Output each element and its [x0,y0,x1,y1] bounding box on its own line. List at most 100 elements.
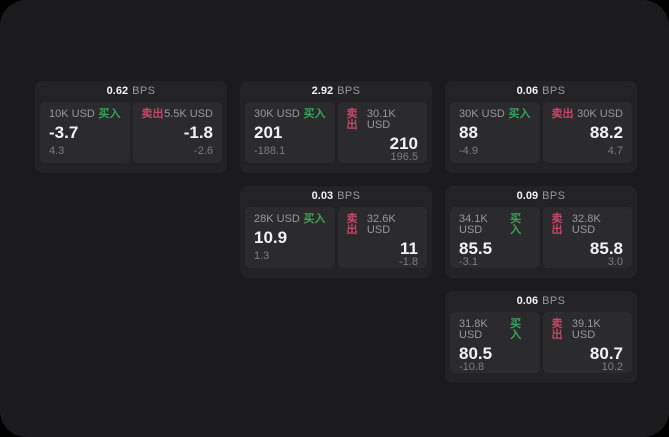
sell-delta: 196.5 [390,151,418,163]
buy-delta: 1.3 [254,250,270,262]
buy-delta: -10.8 [459,361,485,373]
sell-size: 30.1K USD [366,108,396,131]
sell-tile[interactable]: 卖出 39.1K USD 80.7 10.2 [542,312,632,373]
spread-value: 0.06 [516,295,539,307]
sell-size: 39.1K USD [571,318,601,341]
quote-card-body: 30K USD 买入 88 -4.9 卖出 30K USD 88.2 4.7 [445,102,637,168]
sell-size: 5.5K USD [164,108,213,120]
sell-delta: 10.2 [601,361,623,373]
sell-size: 32.6K USD [366,213,396,236]
sell-tile[interactable]: 卖出 32.6K USD 11 -1.8 [337,207,427,268]
buy-price: 201 [254,123,283,142]
buy-size: 10K USD [49,108,95,120]
sell-tile-top: 卖出 32.8K USD [552,214,624,236]
buy-size: 31.8K USD [459,318,488,341]
sell-price: 11 [400,239,418,258]
buy-price: 10.9 [254,228,288,247]
spread-value: 0.62 [106,85,129,97]
sell-delta: 3.0 [607,256,623,268]
sell-delta: -2.6 [194,145,213,157]
sell-tile-top: 卖出 30K USD [552,109,624,120]
quote-card: 0.03 BPS 28K USD 买入 10.9 1.3 卖出 32.6K US… [240,186,432,278]
buy-tile[interactable]: 31.8K USD 买入 80.5 -10.8 [450,312,540,373]
buy-size: 30K USD [254,108,300,120]
buy-price: 80.5 [459,344,493,363]
spread-header: 2.92 BPS [240,81,432,102]
buy-delta: -3.1 [459,256,478,268]
sell-price: 88.2 [589,123,623,142]
sell-price: 85.8 [589,239,623,258]
quote-card: 0.62 BPS 10K USD 买入 -3.7 4.3 卖出 5.5K USD… [35,81,227,173]
sell-side-label: 卖出 [551,108,574,120]
sell-tile-top: 卖出 32.6K USD [347,214,419,236]
spread-header: 0.06 BPS [445,81,637,102]
spread-unit-label: BPS [132,85,156,97]
buy-size: 34.1K USD [459,213,488,236]
sell-tile[interactable]: 卖出 32.8K USD 85.8 3.0 [542,207,632,268]
buy-price: 85.5 [459,239,493,258]
buy-tile[interactable]: 28K USD 买入 10.9 1.3 [245,207,335,268]
buy-side-label: 买入 [303,108,326,120]
buy-side-label: 买入 [303,213,326,225]
sell-tile-top: 卖出 39.1K USD [552,319,624,341]
buy-tile-top: 31.8K USD 买入 [459,319,531,341]
buy-delta: 4.3 [49,145,65,157]
buy-side-label: 买入 [510,213,522,236]
quote-card: 0.06 BPS 30K USD 买入 88 -4.9 卖出 30K USD 8… [445,81,637,173]
buy-tile[interactable]: 30K USD 买入 88 -4.9 [450,102,540,163]
sell-side-label: 卖出 [551,213,563,236]
buy-size: 28K USD [254,213,300,225]
sell-tile-top: 卖出 30.1K USD [347,109,419,131]
spread-value: 0.09 [516,190,539,202]
spread-unit-label: BPS [337,190,361,202]
spread-unit-label: BPS [542,85,566,97]
quote-card-body: 31.8K USD 买入 80.5 -10.8 卖出 39.1K USD 80.… [445,312,637,378]
buy-side-label: 买入 [508,108,531,120]
spread-header: 0.06 BPS [445,291,637,312]
buy-delta: -188.1 [254,145,286,157]
buy-price: -3.7 [49,123,79,142]
buy-size: 30K USD [459,108,505,120]
sell-tile[interactable]: 卖出 5.5K USD -1.8 -2.6 [132,102,222,163]
buy-delta: -4.9 [459,145,478,157]
sell-side-label: 卖出 [346,213,358,236]
sell-side-label: 卖出 [346,108,358,131]
sell-price: -1.8 [183,123,213,142]
spread-header: 0.09 BPS [445,186,637,207]
buy-tile-top: 10K USD 买入 [49,109,121,120]
spread-value: 0.06 [516,85,539,97]
buy-tile-top: 30K USD 买入 [254,109,326,120]
buy-price: 88 [459,123,478,142]
spread-header: 0.03 BPS [240,186,432,207]
buy-side-label: 买入 [98,108,121,120]
sell-size: 30K USD [577,108,623,120]
quote-card-body: 34.1K USD 买入 85.5 -3.1 卖出 32.8K USD 85.8… [445,207,637,273]
sell-price: 210 [389,134,418,153]
quote-card-body: 28K USD 买入 10.9 1.3 卖出 32.6K USD 11 -1.8 [240,207,432,273]
spread-value: 2.92 [311,85,334,97]
sell-size: 32.8K USD [571,213,601,236]
sell-delta: -1.8 [399,256,418,268]
quote-card: 0.06 BPS 31.8K USD 买入 80.5 -10.8 卖出 39.1… [445,291,637,383]
buy-tile-top: 34.1K USD 买入 [459,214,531,236]
quote-card-body: 30K USD 买入 201 -188.1 卖出 30.1K USD 210 1… [240,102,432,168]
buy-tile[interactable]: 30K USD 买入 201 -188.1 [245,102,335,163]
spread-unit-label: BPS [542,295,566,307]
sell-price: 80.7 [589,344,623,363]
buy-side-label: 买入 [510,318,522,341]
buy-tile[interactable]: 10K USD 买入 -3.7 4.3 [40,102,130,163]
sell-side-label: 卖出 [551,318,563,341]
buy-tile[interactable]: 34.1K USD 买入 85.5 -3.1 [450,207,540,268]
spread-unit-label: BPS [542,190,566,202]
buy-tile-top: 28K USD 买入 [254,214,326,225]
sell-side-label: 卖出 [141,108,164,120]
buy-tile-top: 30K USD 买入 [459,109,531,120]
spread-header: 0.62 BPS [35,81,227,102]
quote-card: 2.92 BPS 30K USD 买入 201 -188.1 卖出 30.1K … [240,81,432,173]
sell-tile-top: 卖出 5.5K USD [142,109,214,120]
sell-tile[interactable]: 卖出 30.1K USD 210 196.5 [337,102,427,163]
spread-unit-label: BPS [337,85,361,97]
spread-value: 0.03 [311,190,334,202]
sell-tile[interactable]: 卖出 30K USD 88.2 4.7 [542,102,632,163]
